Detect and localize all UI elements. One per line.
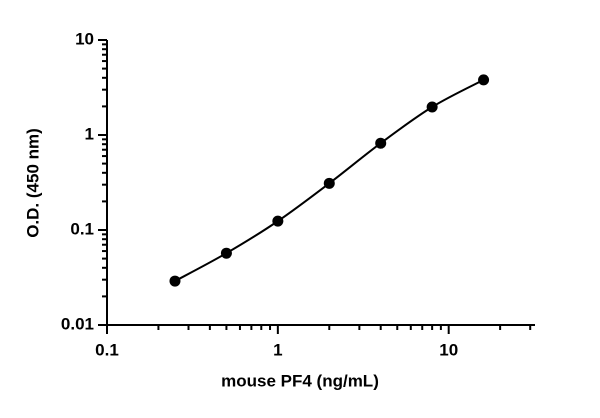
data-point	[323, 177, 335, 189]
x-tick-label: 10	[439, 340, 458, 359]
y-tick-label: 0.01	[61, 314, 94, 333]
data-point	[272, 215, 284, 227]
x-tick-label: 0.1	[95, 340, 119, 359]
x-axis-label: mouse PF4 (ng/mL)	[221, 371, 379, 390]
y-tick-label: 1	[85, 124, 94, 143]
data-point	[375, 137, 387, 149]
y-tick-label: 10	[75, 29, 94, 48]
data-point	[169, 275, 181, 287]
y-tick-label: 0.1	[70, 219, 94, 238]
y-axis-label: O.D. (450 nm)	[23, 128, 42, 238]
data-point	[220, 247, 232, 259]
data-point	[478, 74, 490, 86]
data-point	[426, 101, 438, 113]
x-tick-label: 1	[273, 340, 282, 359]
